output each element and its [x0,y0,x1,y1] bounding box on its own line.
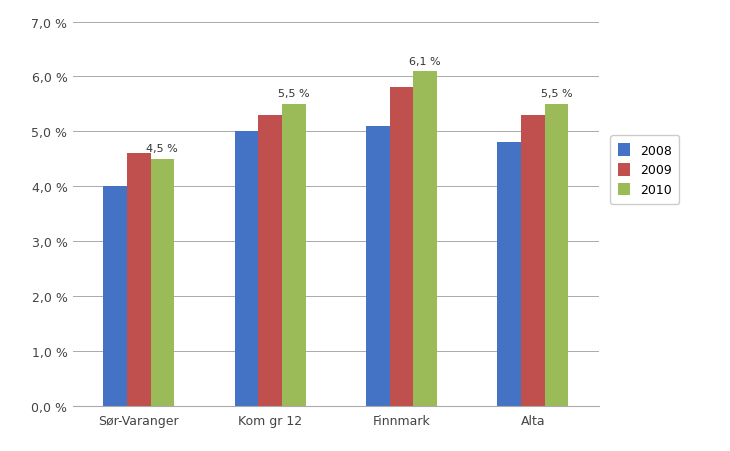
Bar [234,132,258,406]
Legend: 2008, 2009, 2010: 2008, 2009, 2010 [610,136,680,204]
Bar [390,88,413,406]
Bar [366,127,390,406]
Bar [413,72,437,406]
Bar [282,105,306,406]
Bar [127,154,150,406]
Bar [258,115,282,406]
Text: 4,5 %: 4,5 % [147,144,178,154]
Text: 5,5 %: 5,5 % [541,89,572,99]
Bar [497,143,521,406]
Text: 6,1 %: 6,1 % [410,56,441,66]
Bar [103,187,127,406]
Bar [545,105,569,406]
Bar [521,115,545,406]
Text: 5,5 %: 5,5 % [278,89,310,99]
Bar [150,160,174,406]
